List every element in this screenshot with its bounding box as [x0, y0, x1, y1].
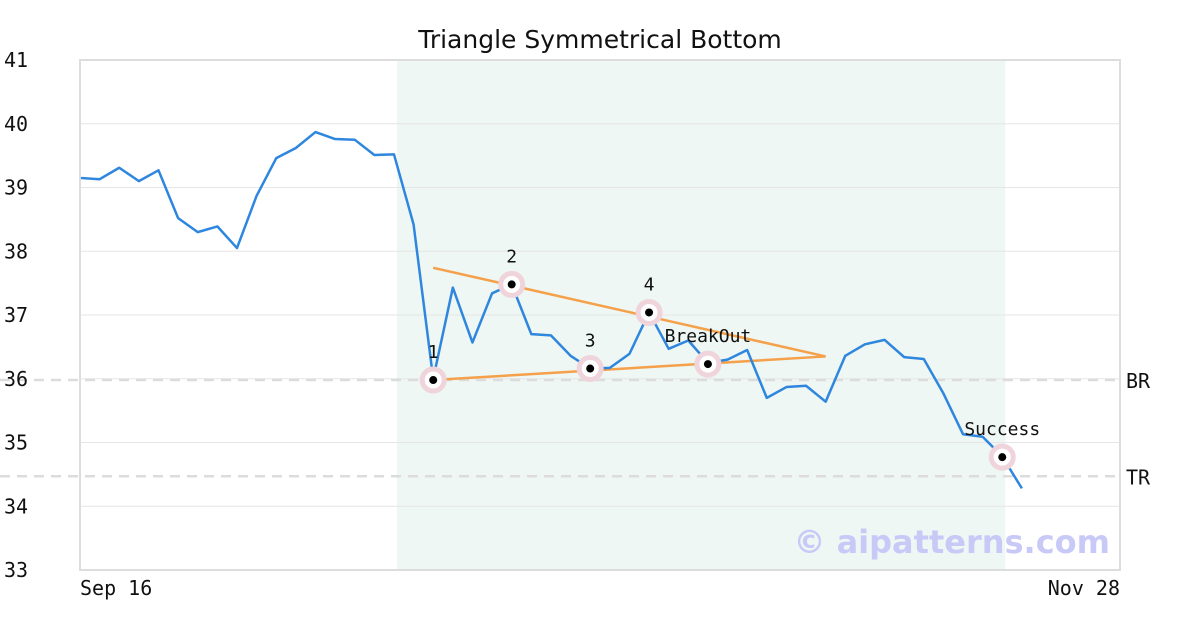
point-marker-3: [586, 364, 595, 373]
point-label-1: 1: [428, 342, 439, 363]
reference-label-br: BR: [1126, 369, 1151, 393]
plot-frame: [79, 59, 1121, 571]
y-tick-label: 33: [4, 558, 28, 582]
y-tick-label: 40: [4, 112, 28, 136]
chart-title: Triangle Symmetrical Bottom: [417, 25, 782, 54]
x-tick-label: Sep 16: [80, 576, 152, 600]
y-tick-label: 36: [4, 367, 28, 391]
y-tick-label: 35: [4, 431, 28, 455]
point-marker-4: [645, 308, 654, 317]
triangle-lower-line: [433, 355, 826, 382]
point-label-2: 2: [506, 246, 517, 267]
y-tick-label: 37: [4, 303, 28, 327]
point-label-4: 4: [644, 274, 655, 295]
watermark: © aipatterns.com: [793, 523, 1110, 561]
point-marker-breakout: [703, 360, 712, 369]
point-marker-success: [998, 453, 1007, 462]
y-tick-label: 41: [4, 48, 28, 72]
y-tick-label: 38: [4, 239, 28, 263]
point-label-breakout: BreakOut: [665, 326, 752, 347]
point-label-3: 3: [585, 331, 596, 352]
point-marker-2: [507, 280, 516, 289]
price-line: [79, 130, 1023, 490]
y-tick-label: 39: [4, 176, 28, 200]
y-tick-label: 34: [4, 494, 28, 518]
x-tick-label: Nov 28: [1048, 576, 1120, 600]
point-marker-1: [429, 376, 438, 385]
reference-label-tr: TR: [1126, 465, 1151, 489]
point-label-success: Success: [964, 419, 1040, 440]
